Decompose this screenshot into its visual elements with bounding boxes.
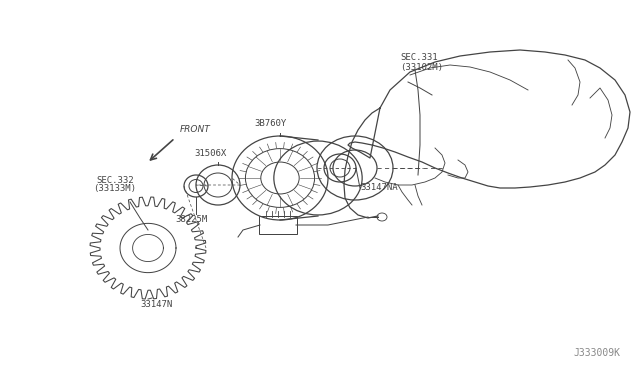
Text: 33147NA: 33147NA: [360, 183, 397, 192]
Text: 31506X: 31506X: [194, 149, 226, 158]
Text: SEC.331: SEC.331: [400, 53, 438, 62]
Text: 3B760Y: 3B760Y: [254, 119, 286, 128]
Text: J333009K: J333009K: [573, 348, 620, 358]
Text: 38225M: 38225M: [175, 215, 207, 224]
Text: (33102M): (33102M): [400, 63, 443, 72]
Text: SEC.332: SEC.332: [96, 176, 134, 185]
Text: (33133M): (33133M): [93, 184, 136, 193]
Text: FRONT: FRONT: [180, 125, 211, 134]
Text: 33147N: 33147N: [140, 300, 172, 309]
